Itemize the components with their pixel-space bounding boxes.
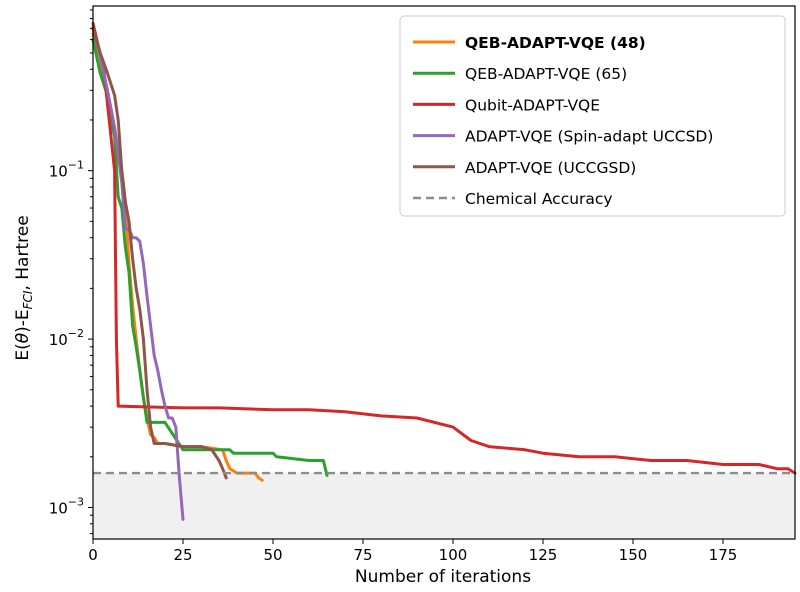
y-tick-base: 10 [49,331,68,349]
series-line-adapt-vqe-spin-adapt-uccsd [91,26,185,521]
y-axis-ticks: 10−310−210−1 [49,9,93,535]
y-tick-label: 10−3 [49,495,84,517]
x-tick-label: 50 [263,546,282,564]
y-tick-exponent: −3 [68,495,84,508]
series-line-qubit-adapt-vqe [91,21,797,475]
y-tick-exponent: −1 [68,159,84,172]
x-tick-label: 150 [619,546,648,564]
x-tick-label: 25 [173,546,192,564]
x-tick-label: 125 [529,546,558,564]
legend-label: ADAPT-VQE (UCCGSD) [465,159,636,177]
legend-label: Chemical Accuracy [465,190,613,208]
y-tick-label: 10−1 [49,159,84,181]
y-axis-label-suffix: , Hartree [13,215,33,290]
x-tick-label: 0 [88,546,98,564]
x-axis-label: Number of iterations [355,567,531,587]
y-tick-base: 10 [49,499,68,517]
legend-label: QEB-ADAPT-VQE (65) [465,65,627,83]
y-tick-exponent: −2 [68,327,84,340]
legend-label: Qubit-ADAPT-VQE [465,96,600,114]
y-tick-label: 10−2 [49,327,84,349]
below-chemical-accuracy-region [93,473,795,539]
y-axis-label-mid: )-E [13,309,33,333]
series-line-qeb-adapt-vqe-65 [91,38,329,477]
x-tick-label: 100 [439,546,468,564]
x-tick-label: 75 [353,546,372,564]
legend-label: ADAPT-VQE (Spin-adapt UCCSD) [465,128,713,146]
y-tick-base: 10 [49,163,68,181]
y-axis-label-prefix: E( [13,343,33,360]
y-axis-label: E(θ)-EFCI, Hartree [13,215,35,360]
legend-box [399,15,786,217]
plot-frame [92,5,796,540]
x-axis-ticks: 0 25 50 75 100 125 150 175 [88,539,737,564]
x-tick-label: 175 [709,546,738,564]
legend-label: QEB-ADAPT-VQE (48) [465,34,646,52]
y-axis-label-theta: θ [13,332,33,343]
y-axis-label-sub: FCI [21,290,35,309]
legend: QEB-ADAPT-VQE (48) QEB-ADAPT-VQE (65) Qubi… [399,15,786,217]
series-line-adapt-vqe-uccgsd [91,26,228,480]
series-layer [91,21,797,521]
series-line-qeb-adapt-vqe-48 [91,32,264,482]
